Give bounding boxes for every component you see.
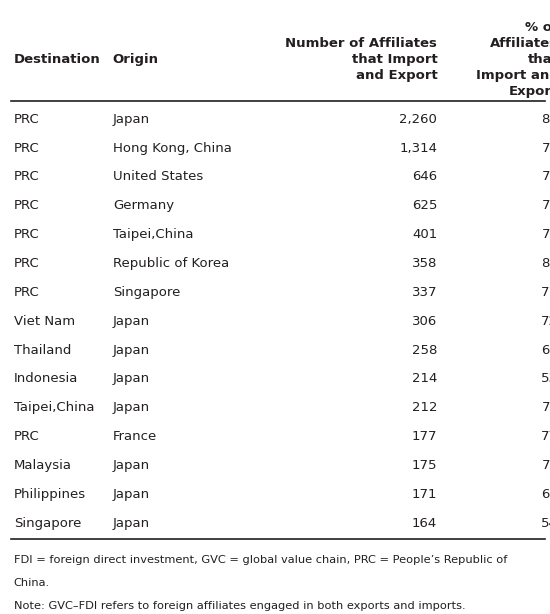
Text: 306: 306 bbox=[412, 315, 437, 328]
Text: PRC: PRC bbox=[14, 228, 40, 241]
Text: Hong Kong, China: Hong Kong, China bbox=[113, 142, 232, 155]
Text: Republic of Korea: Republic of Korea bbox=[113, 257, 229, 270]
Text: Malaysia: Malaysia bbox=[14, 459, 72, 472]
Text: Philippines: Philippines bbox=[14, 488, 86, 501]
Text: Japan: Japan bbox=[113, 459, 150, 472]
Text: 401: 401 bbox=[412, 228, 437, 241]
Text: Singapore: Singapore bbox=[113, 286, 180, 299]
Text: PRC: PRC bbox=[14, 286, 40, 299]
Text: Origin: Origin bbox=[113, 53, 159, 66]
Text: FDI = foreign direct investment, GVC = global value chain, PRC = People’s Republ: FDI = foreign direct investment, GVC = g… bbox=[14, 554, 507, 565]
Text: Note: GVC–FDI refers to foreign affiliates engaged in both exports and imports.: Note: GVC–FDI refers to foreign affiliat… bbox=[14, 601, 465, 612]
Text: 212: 212 bbox=[412, 402, 437, 414]
Text: PRC: PRC bbox=[14, 257, 40, 270]
Text: Japan: Japan bbox=[113, 402, 150, 414]
Text: PRC: PRC bbox=[14, 142, 40, 155]
Text: 53: 53 bbox=[541, 373, 550, 386]
Text: PRC: PRC bbox=[14, 171, 40, 184]
Text: 175: 175 bbox=[412, 459, 437, 472]
Text: 2,260: 2,260 bbox=[399, 113, 437, 126]
Text: PRC: PRC bbox=[14, 113, 40, 126]
Text: 258: 258 bbox=[412, 344, 437, 357]
Text: 69: 69 bbox=[542, 488, 550, 501]
Text: Japan: Japan bbox=[113, 113, 150, 126]
Text: Germany: Germany bbox=[113, 200, 174, 212]
Text: Japan: Japan bbox=[113, 315, 150, 328]
Text: Indonesia: Indonesia bbox=[14, 373, 78, 386]
Text: 358: 358 bbox=[412, 257, 437, 270]
Text: 71: 71 bbox=[541, 286, 550, 299]
Text: 86: 86 bbox=[542, 257, 550, 270]
Text: 76: 76 bbox=[541, 200, 550, 212]
Text: 1,314: 1,314 bbox=[399, 142, 437, 155]
Text: 177: 177 bbox=[412, 430, 437, 443]
Text: 625: 625 bbox=[412, 200, 437, 212]
Text: France: France bbox=[113, 430, 157, 443]
Text: PRC: PRC bbox=[14, 200, 40, 212]
Text: PRC: PRC bbox=[14, 430, 40, 443]
Text: United States: United States bbox=[113, 171, 203, 184]
Text: Japan: Japan bbox=[113, 517, 150, 530]
Text: 646: 646 bbox=[412, 171, 437, 184]
Text: China.: China. bbox=[14, 578, 50, 588]
Text: Destination: Destination bbox=[14, 53, 101, 66]
Text: Japan: Japan bbox=[113, 488, 150, 501]
Text: 77: 77 bbox=[541, 430, 550, 443]
Text: Number of Affiliates
that Import
and Export: Number of Affiliates that Import and Exp… bbox=[285, 37, 437, 82]
Text: 171: 171 bbox=[412, 488, 437, 501]
Text: 64: 64 bbox=[542, 344, 550, 357]
Text: 78: 78 bbox=[541, 459, 550, 472]
Text: 74: 74 bbox=[541, 171, 550, 184]
Text: 74: 74 bbox=[541, 402, 550, 414]
Text: Japan: Japan bbox=[113, 373, 150, 386]
Text: 72: 72 bbox=[541, 315, 550, 328]
Text: 337: 337 bbox=[412, 286, 437, 299]
Text: 79: 79 bbox=[541, 228, 550, 241]
Text: Taipei,China: Taipei,China bbox=[113, 228, 193, 241]
Text: Singapore: Singapore bbox=[14, 517, 81, 530]
Text: 76: 76 bbox=[541, 142, 550, 155]
Text: 54: 54 bbox=[541, 517, 550, 530]
Text: 81: 81 bbox=[541, 113, 550, 126]
Text: 214: 214 bbox=[412, 373, 437, 386]
Text: Viet Nam: Viet Nam bbox=[14, 315, 75, 328]
Text: Taipei,China: Taipei,China bbox=[14, 402, 94, 414]
Text: Japan: Japan bbox=[113, 344, 150, 357]
Text: % of
Affiliates
that
Import and
Export: % of Affiliates that Import and Export bbox=[476, 21, 550, 98]
Text: Thailand: Thailand bbox=[14, 344, 71, 357]
Text: 164: 164 bbox=[412, 517, 437, 530]
